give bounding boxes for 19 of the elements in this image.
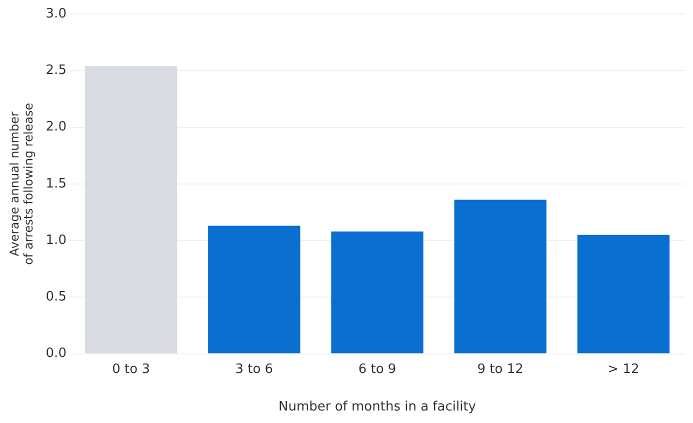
bar (454, 200, 546, 354)
x-axis-title: Number of months in a facility (278, 400, 476, 415)
bar (84, 66, 178, 354)
x-tick-label: 6 to 9 (358, 362, 396, 377)
bar (331, 231, 424, 354)
x-tick-label: 0 to 3 (112, 362, 150, 377)
y-tick-label: 2.0 (46, 120, 66, 135)
x-tick-label: > 12 (608, 362, 640, 377)
bar (577, 234, 670, 354)
x-tick-label: 3 to 6 (235, 362, 274, 377)
y-tick-label: 2.5 (46, 63, 66, 78)
bar (208, 226, 300, 354)
y-tick-label: 1.0 (46, 232, 66, 248)
y-tick-label: 0.5 (46, 290, 66, 305)
y-tick-label: 1.5 (46, 176, 66, 192)
y-axis-title: Average annual number of arrests following release (7, 102, 36, 265)
y-tick-label: 0.0 (46, 346, 66, 362)
y-tick-label: 3.0 (46, 6, 66, 22)
x-tick-label: 9 to 12 (477, 362, 524, 377)
